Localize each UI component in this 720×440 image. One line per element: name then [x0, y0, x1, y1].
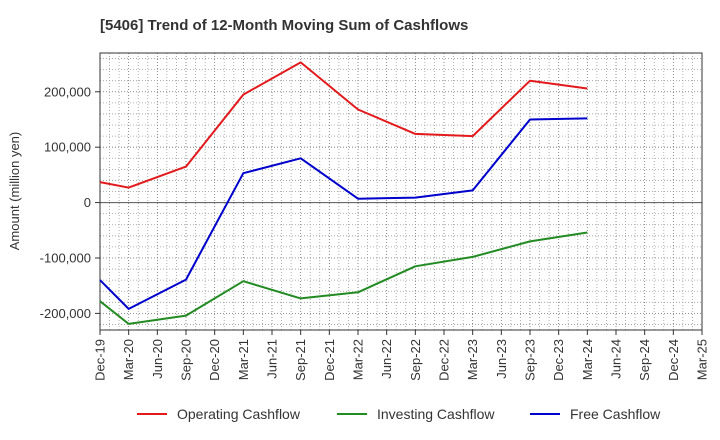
x-tick-label: Mar-23 [465, 339, 480, 380]
y-axis-label: Amount (million yen) [7, 132, 22, 251]
operating-cashflow-line [99, 61, 588, 189]
x-tick-label: Mar-22 [351, 339, 366, 380]
x-tick-label: Mar-21 [236, 339, 251, 380]
axes: -200,000 -100,000 0 100,000 200,000 Dec-19 Mar… [40, 52, 710, 381]
x-tick-label: Jun-21 [265, 339, 280, 379]
x-tick-label: Mar-24 [580, 339, 595, 380]
x-tick-label: Jun-22 [379, 339, 394, 379]
x-tick-label: Mar-20 [121, 339, 136, 380]
x-tick-label: Dec-24 [666, 339, 681, 381]
x-tick-label: Mar-25 [695, 339, 710, 380]
free-cashflow-legend-label: Free Cashflow [570, 406, 661, 422]
x-tick-label: Dec-20 [207, 339, 222, 381]
x-tick-label: Jun-20 [150, 339, 165, 379]
x-tick-label: Dec-22 [437, 339, 452, 381]
y-tick-label: -200,000 [40, 306, 91, 321]
chart-title: [5406] Trend of 12-Month Moving Sum of C… [100, 17, 468, 34]
plot-frame [99, 52, 703, 331]
x-tick-label: Dec-19 [93, 339, 108, 381]
series-lines [99, 61, 588, 325]
x-tick-label: Jun-24 [609, 339, 624, 379]
y-tick-label: 100,000 [44, 140, 91, 155]
x-tick-label: Sep-23 [523, 339, 538, 381]
investing-cashflow-line [99, 231, 588, 325]
y-tick-label: 200,000 [44, 84, 91, 99]
x-tick-label: Dec-23 [551, 339, 566, 381]
operating-cashflow-legend-label: Operating Cashflow [177, 406, 301, 422]
investing-cashflow-legend-label: Investing Cashflow [377, 406, 495, 422]
grid [100, 53, 702, 330]
free-cashflow-line [99, 117, 588, 310]
x-tick-label: Sep-22 [408, 339, 423, 381]
x-tick-label: Jun-23 [494, 339, 509, 379]
x-tick-label: Dec-21 [322, 339, 337, 381]
x-tick-label: Sep-24 [637, 339, 652, 381]
y-tick-label: -100,000 [40, 250, 91, 265]
x-tick-label: Sep-20 [179, 339, 194, 381]
legend: Operating Cashflow Investing Cashflow Free… [137, 406, 661, 422]
x-tick-label: Sep-21 [293, 339, 308, 381]
y-tick-label: 0 [84, 195, 91, 210]
